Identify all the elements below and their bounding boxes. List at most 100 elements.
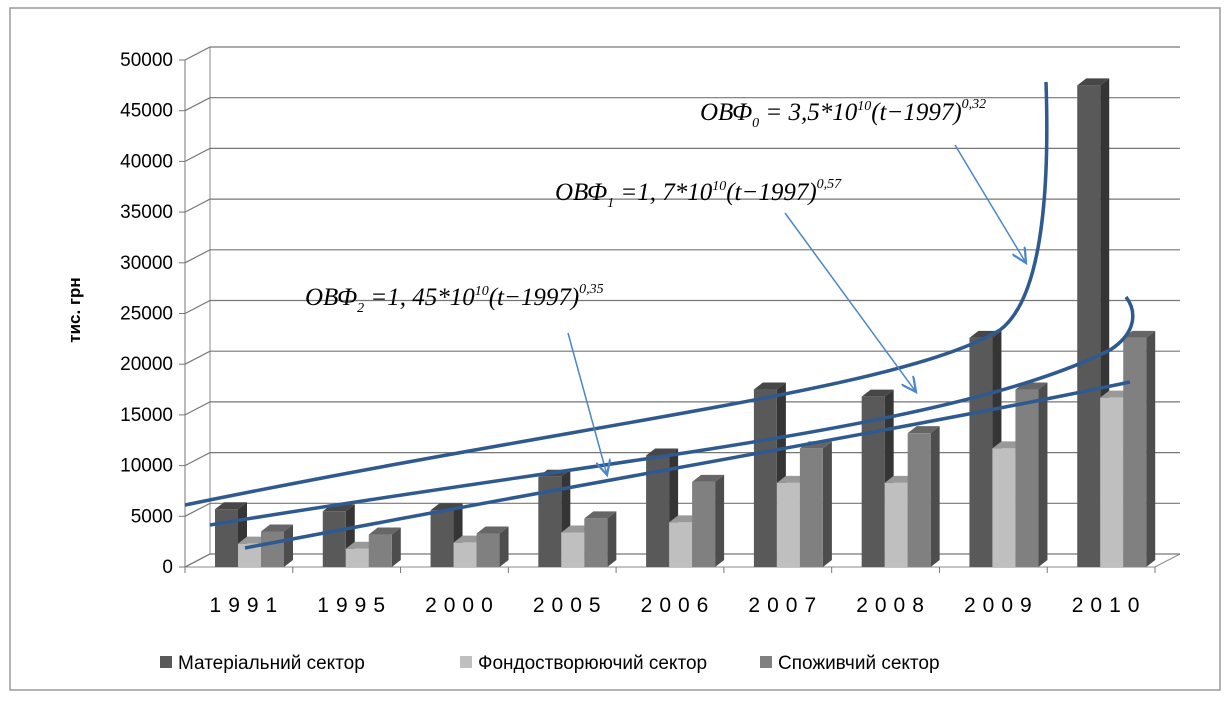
bar-side (930, 426, 940, 567)
arrow (954, 144, 1026, 263)
bar-top (1123, 330, 1156, 338)
y-axis-label: тис. грн (65, 277, 84, 342)
grid-line (184, 299, 1180, 315)
annotation: ОВФ2 =1, 45*1010(t−1997)0,35 (305, 282, 604, 316)
bar-side (1146, 330, 1156, 567)
grid-line (184, 401, 1180, 416)
bar-top (215, 502, 247, 510)
legend-swatch (160, 656, 172, 668)
y-tick-label: 10000 (120, 456, 173, 477)
x-tick-label: 2005 (533, 594, 608, 617)
chart-frame (9, 7, 1221, 691)
bar (430, 510, 454, 567)
bar-side (607, 511, 617, 567)
bar-top (692, 474, 725, 482)
bar (776, 482, 800, 567)
legend-label: Споживчий сектор (778, 653, 940, 674)
bar-top (907, 426, 940, 434)
bar-side (822, 441, 832, 567)
annotation: ОВФ0 = 3,5*1010(t−1997)0,32 (700, 97, 986, 131)
bar (992, 448, 1016, 567)
grid-line (184, 147, 1180, 162)
annotation-part: 0 (752, 116, 759, 131)
y-tick-label: 0 (162, 557, 173, 578)
bar-side (499, 526, 509, 567)
bar (692, 481, 716, 567)
bar (261, 531, 284, 567)
plot-area: 0500010000150002000025000300003500040000… (120, 46, 1181, 674)
bar (646, 455, 670, 567)
bar-top (368, 527, 401, 535)
grid-line (184, 502, 1180, 517)
bar-side (1038, 382, 1048, 567)
annotation-part: (t−1997) (871, 99, 961, 126)
bar-top (584, 511, 617, 519)
bar-side (715, 474, 725, 567)
y-tick-label: 45000 (120, 101, 173, 122)
bar (476, 533, 500, 567)
bar (1015, 389, 1039, 567)
bar-top (861, 389, 894, 397)
x-tick-label: 2000 (425, 594, 500, 617)
bar (215, 509, 238, 567)
bar (799, 448, 823, 567)
x-tick-label: 2009 (964, 594, 1039, 617)
grid-line (184, 553, 1180, 568)
legend-label: Фондостворюючий сектор (478, 653, 707, 674)
annotation-part: =1, 45*10 (364, 284, 475, 311)
trend-curve (244, 380, 1131, 550)
legend-label: Матеріальний сектор (178, 653, 365, 674)
x-tick-label: 1995 (317, 594, 392, 617)
bar (453, 542, 477, 567)
bar (1077, 85, 1101, 567)
bar (1123, 337, 1147, 567)
bar-top (261, 524, 293, 532)
annotation-part: ОВФ (555, 179, 607, 206)
y-tick-label: 50000 (120, 50, 173, 71)
annotation-part: 0,57 (817, 177, 843, 192)
x-tick-label: 2010 (1072, 594, 1147, 617)
bar (584, 518, 608, 567)
grid-line (184, 46, 1180, 61)
bar-top (753, 382, 786, 390)
grid-line (184, 198, 1180, 213)
annotation-part: (t−1997) (489, 284, 579, 311)
trend-curve (184, 81, 1049, 507)
annotation-part: 0,35 (579, 282, 604, 297)
grid-line (184, 350, 1180, 365)
bar (345, 548, 369, 567)
annotation-part: ОВФ (305, 284, 357, 311)
bar-top (476, 526, 509, 534)
annotation-part: =1, 7*10 (614, 179, 713, 206)
annotation-part: = 3,5*10 (759, 99, 858, 126)
y-tick-label: 30000 (120, 253, 173, 274)
legend-swatch (760, 656, 772, 668)
arrow (567, 332, 607, 475)
trend-curve (209, 295, 1135, 527)
arrow (784, 212, 916, 392)
annotation-part: 10 (857, 99, 871, 114)
x-tick-label: 2007 (748, 594, 823, 617)
annotation-part: 10 (712, 179, 726, 194)
bar (368, 534, 392, 567)
bar (884, 482, 908, 567)
x-tick-label: 2008 (856, 594, 931, 617)
y-tick-label: 20000 (120, 354, 173, 375)
annotation-part: 0,32 (962, 97, 987, 112)
bar (753, 389, 777, 567)
bar (907, 433, 931, 567)
bar (969, 337, 993, 567)
legend-swatch (460, 656, 472, 668)
bar (1100, 397, 1124, 567)
annotation-part: ОВФ (700, 99, 752, 126)
bar-side (284, 524, 293, 567)
bar-top (1077, 78, 1110, 86)
y-tick-label: 5000 (131, 506, 173, 527)
y-tick-label: 40000 (120, 151, 173, 172)
grid-line (184, 452, 1180, 467)
grid-line (184, 249, 1180, 264)
bar (322, 511, 346, 567)
annotation-part: (t−1997) (726, 179, 816, 206)
